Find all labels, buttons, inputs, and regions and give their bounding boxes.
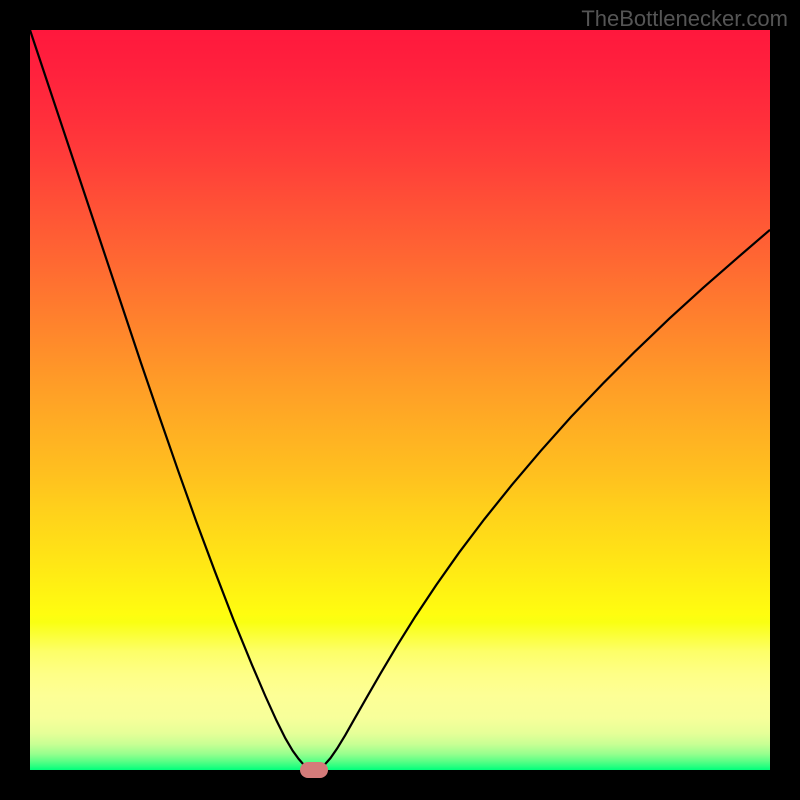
optimal-point-marker (300, 762, 328, 778)
plot-area (30, 30, 770, 770)
watermark-text: TheBottlenecker.com (581, 6, 788, 32)
bottleneck-curve (30, 30, 770, 770)
curve-layer (30, 30, 770, 770)
